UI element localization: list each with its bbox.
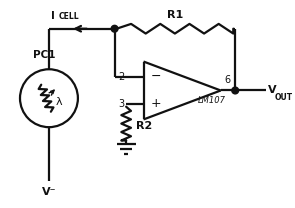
Text: CELL: CELL [59, 12, 79, 21]
Text: −: − [150, 70, 161, 83]
Circle shape [111, 25, 118, 32]
Text: V: V [268, 84, 277, 94]
Text: LM107: LM107 [198, 96, 226, 105]
Text: R1: R1 [167, 10, 183, 20]
Circle shape [232, 87, 239, 94]
Text: R2: R2 [136, 120, 152, 131]
Text: OUT: OUT [275, 93, 293, 102]
Text: 2: 2 [118, 72, 124, 82]
Text: PC1: PC1 [33, 50, 55, 60]
Text: 3: 3 [118, 99, 124, 109]
Text: V⁻: V⁻ [42, 187, 56, 197]
Text: +: + [150, 97, 161, 110]
Text: 6: 6 [224, 75, 231, 85]
Text: I: I [51, 11, 55, 21]
Text: λ: λ [55, 97, 62, 107]
